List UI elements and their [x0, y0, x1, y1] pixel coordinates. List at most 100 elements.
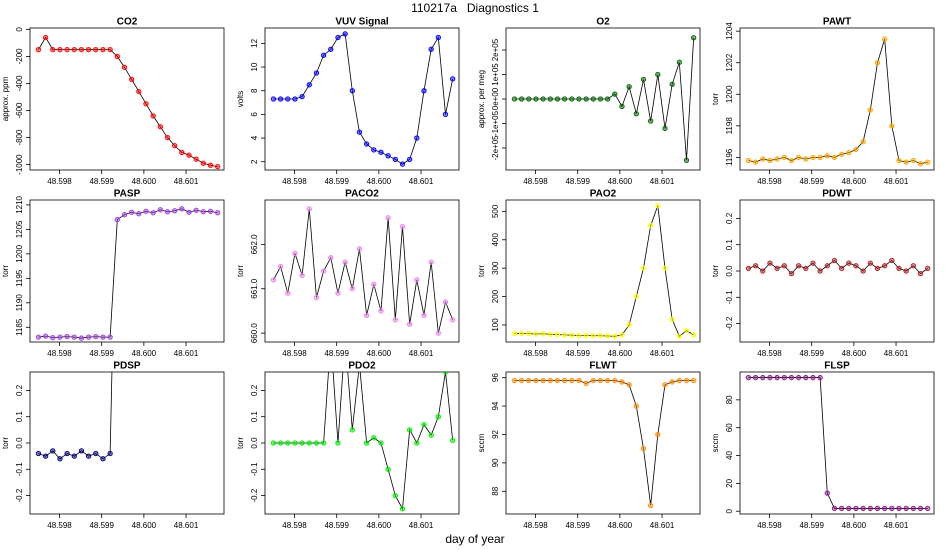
y-tick-label: 0	[725, 508, 734, 513]
data-point	[597, 96, 604, 102]
data-point	[285, 96, 291, 102]
data-point	[306, 440, 312, 446]
data-point	[781, 154, 787, 161]
plot-area	[35, 206, 221, 341]
data-point	[320, 440, 327, 446]
data-point	[824, 490, 830, 496]
data-point	[795, 374, 802, 381]
y-axis-label: torr	[477, 265, 486, 277]
x-tick-label: 48.601	[409, 521, 434, 530]
y-tick-label: 40	[725, 451, 734, 460]
data-point	[561, 96, 568, 102]
data-point	[356, 246, 363, 252]
data-point	[428, 432, 434, 438]
data-point	[442, 111, 449, 118]
data-point	[143, 208, 149, 214]
data-point	[42, 333, 49, 339]
data-point	[626, 322, 632, 328]
y-tick-label: 2	[250, 159, 259, 164]
data-line	[38, 36, 218, 168]
plot-frame	[739, 27, 935, 171]
data-point	[335, 34, 341, 41]
data-point	[569, 96, 575, 102]
data-point	[93, 46, 99, 53]
data-point	[540, 96, 546, 102]
data-point	[215, 210, 221, 216]
data-point	[860, 268, 866, 274]
data-point	[450, 76, 456, 82]
data-point	[157, 124, 163, 130]
panel: VUV Signal volts 2 4 6 8 10 12 48.598 48.599 48.60…	[236, 17, 460, 186]
data-point	[903, 159, 909, 165]
data-line	[748, 377, 928, 509]
x-tick-label: 48.598	[523, 177, 548, 186]
x-tick-label: 48.599	[799, 521, 824, 530]
data-point	[540, 377, 546, 384]
x-tick-label: 48.600	[842, 349, 867, 358]
x-tick-label: 48.599	[324, 177, 349, 186]
data-point	[533, 377, 539, 384]
panel: PASP torr 1185 1190 1195 1200 1205 1210 48.598 48…	[1, 189, 225, 358]
data-point	[349, 88, 355, 94]
data-point	[64, 333, 70, 340]
x-tick-label: 48.601	[409, 177, 434, 186]
data-point	[42, 453, 49, 459]
x-tick-label: 48.598	[47, 349, 72, 358]
y-tick-label: 1200	[725, 85, 734, 103]
y-tick-label: 1195	[15, 269, 24, 287]
plot-area	[270, 31, 456, 167]
y-axis-label: approx. ppm	[1, 76, 10, 121]
data-point	[385, 153, 391, 159]
data-point	[292, 96, 298, 102]
y-tick-label: -400	[15, 75, 24, 92]
data-point	[669, 316, 675, 322]
data-point	[172, 208, 178, 214]
data-point	[691, 35, 697, 41]
data-point	[306, 206, 312, 212]
data-point	[414, 135, 420, 141]
data-point	[399, 506, 406, 512]
data-point	[846, 260, 852, 266]
y-tick-label: 500	[491, 204, 500, 218]
data-point	[803, 265, 809, 272]
data-point	[774, 156, 780, 162]
x-tick-label: 48.600	[367, 349, 392, 358]
data-point	[114, 53, 120, 60]
plot-area	[745, 374, 931, 512]
data-point	[349, 286, 355, 292]
y-tick-label: 20	[725, 478, 734, 487]
plot-frame	[264, 27, 460, 171]
y-tick-label: -0.2	[250, 488, 259, 502]
data-point	[342, 31, 348, 37]
data-point	[831, 154, 838, 161]
y-tick-label: 400	[491, 233, 500, 247]
x-tick-label: 48.600	[367, 521, 392, 530]
data-point	[774, 374, 780, 381]
data-point	[93, 333, 99, 340]
x-tick-label: 48.598	[282, 349, 307, 358]
data-point	[414, 277, 420, 283]
data-point	[399, 161, 406, 167]
plot-area	[270, 206, 456, 336]
x-tick-label: 48.601	[650, 177, 675, 186]
data-point	[371, 435, 377, 441]
data-point	[107, 334, 113, 340]
y-tick-label: 1210	[15, 195, 24, 213]
plot-area	[35, 34, 221, 170]
data-point	[788, 374, 795, 381]
data-point	[371, 281, 377, 287]
data-point	[604, 96, 611, 102]
data-point	[795, 263, 802, 269]
panel-title: FLWT	[589, 361, 616, 372]
x-tick-label: 48.600	[132, 177, 157, 186]
x-tick-label: 48.599	[89, 349, 114, 358]
y-tick-label: 0.2	[15, 384, 24, 396]
y-tick-label: 1202	[725, 53, 734, 71]
data-point	[640, 76, 647, 83]
y-tick-label: 200	[491, 289, 500, 303]
data-point	[64, 46, 70, 53]
data-point	[428, 259, 434, 265]
y-tick-label: 0	[15, 27, 24, 32]
data-point	[299, 93, 305, 100]
y-tick-label: 0.1	[15, 411, 24, 423]
